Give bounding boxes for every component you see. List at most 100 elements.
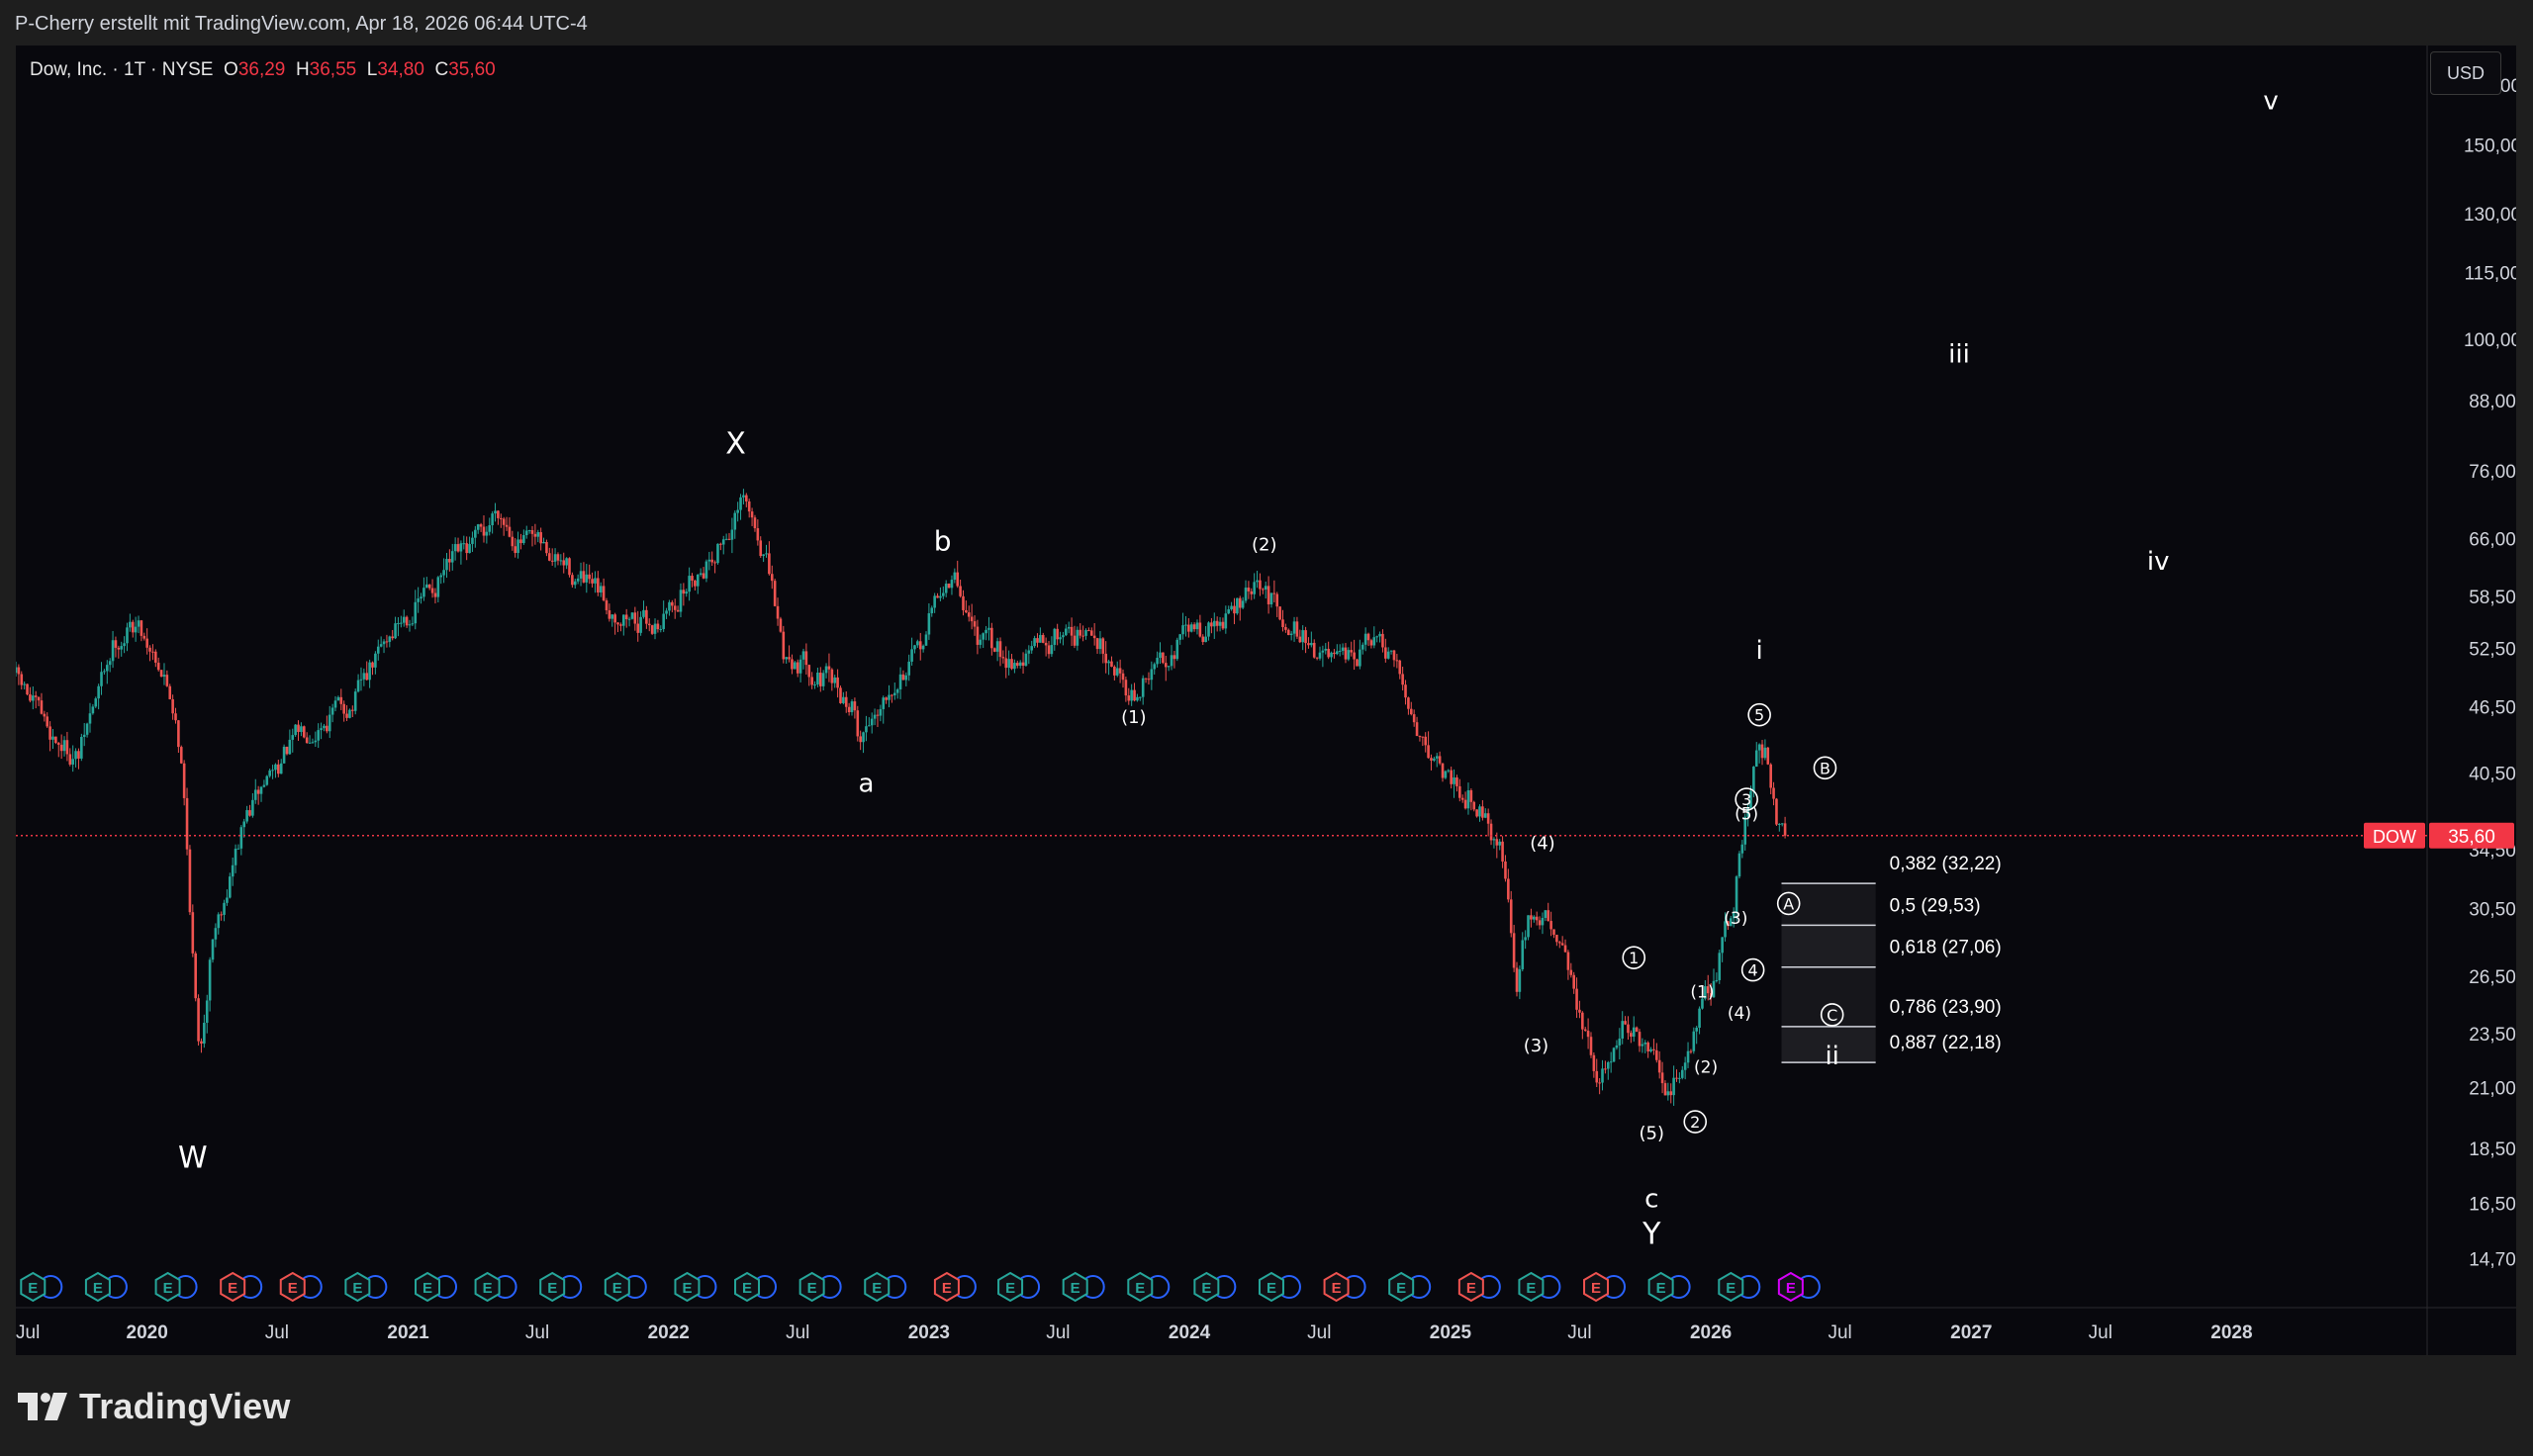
candle-body	[524, 530, 528, 536]
candle-body	[1606, 1062, 1610, 1069]
candle-body	[868, 725, 871, 727]
candle-body	[1386, 651, 1390, 659]
candle-body	[1669, 1091, 1673, 1096]
candle-body	[1076, 629, 1079, 646]
candle-body	[1118, 668, 1122, 674]
earnings-badge-label: E	[742, 1280, 752, 1297]
candle-body	[636, 623, 640, 633]
candle-body	[542, 541, 545, 544]
candle-body	[556, 554, 560, 561]
candle-body	[839, 687, 842, 703]
currency-button[interactable]: USD	[2430, 51, 2501, 95]
candle-body	[205, 1000, 209, 1023]
symbol-label[interactable]: Dow, Inc. · 1T · NYSE	[30, 59, 214, 80]
tradingview-logo[interactable]: TradingView	[18, 1383, 291, 1430]
candle-body	[185, 797, 189, 850]
candle-body	[220, 914, 223, 916]
candle-body	[979, 639, 983, 645]
wave-circle	[1740, 957, 1765, 982]
candle-body	[562, 560, 566, 566]
candle-body	[1757, 744, 1761, 751]
low-label: L	[366, 59, 378, 80]
candle-body	[990, 627, 993, 649]
candle-body	[891, 694, 893, 696]
candle-body	[365, 673, 369, 681]
candle-body	[1766, 747, 1770, 765]
candle-body	[94, 698, 98, 707]
candle-body	[1604, 1068, 1607, 1070]
candle-body	[1115, 668, 1119, 676]
candle-body	[885, 697, 888, 700]
y-tick-label: 100,00	[2464, 330, 2516, 351]
chart-canvas[interactable]: 170,00150,00130,00115,00100,0088,0076,00…	[16, 46, 2516, 1355]
candle-body	[1044, 642, 1048, 646]
candle-body	[1415, 722, 1419, 737]
candle-body	[730, 529, 734, 540]
candle-body	[647, 623, 651, 626]
candle-body	[1047, 645, 1051, 655]
earnings-badge	[154, 1271, 181, 1303]
candle-body	[1227, 609, 1231, 614]
candle-body	[1475, 809, 1478, 817]
candle-body	[1212, 620, 1216, 627]
candle-body	[23, 683, 26, 685]
wave-circle	[1820, 1003, 1844, 1027]
candle-body	[1649, 1048, 1652, 1051]
candle-body	[892, 692, 896, 695]
earnings-badge-label: E	[28, 1280, 38, 1297]
candle-body	[1455, 777, 1458, 786]
x-tick-label: 2027	[1950, 1322, 1992, 1343]
candle-body	[1056, 628, 1059, 640]
candle-body	[536, 532, 540, 537]
earnings-badge-label: E	[228, 1280, 237, 1297]
candle-body	[605, 600, 609, 611]
candle-body	[921, 645, 925, 650]
wave-circle-label: 5	[1754, 706, 1764, 725]
candle-body	[1027, 650, 1031, 654]
candle-body	[379, 644, 383, 647]
candle-body	[1070, 626, 1074, 636]
candle-body	[1173, 655, 1176, 660]
candle-body	[1392, 650, 1396, 661]
candle-body	[1264, 586, 1267, 590]
candle-body	[456, 544, 460, 552]
candle-body	[901, 674, 905, 681]
y-tick-label: 130,00	[2464, 205, 2516, 226]
candle-body	[1292, 621, 1296, 634]
candle-body	[1375, 636, 1378, 638]
chart-area[interactable]: 170,00150,00130,00115,00100,0088,0076,00…	[16, 46, 2516, 1355]
candle-body	[1412, 714, 1416, 723]
candle-body	[1518, 968, 1522, 992]
candle-body	[1087, 630, 1090, 632]
candle-body	[277, 764, 280, 774]
candle-body	[200, 1041, 203, 1045]
candle-body	[650, 625, 654, 634]
candle-body	[967, 612, 971, 617]
y-tick-label: 21,00	[2469, 1079, 2516, 1100]
candle-body	[639, 616, 642, 633]
candle-body	[992, 648, 996, 652]
candle-body	[262, 784, 266, 787]
y-tick-label: 14,70	[2469, 1249, 2516, 1270]
earnings-badge	[674, 1271, 701, 1303]
candle-body	[174, 713, 177, 721]
candle-body	[1578, 1009, 1581, 1013]
candle-body	[1336, 651, 1339, 655]
candle-body	[791, 659, 794, 670]
candle-body	[1353, 652, 1356, 660]
candle-body	[1586, 1031, 1590, 1038]
candle-body	[1378, 633, 1381, 637]
candle-body	[54, 736, 57, 744]
wave-label: iv	[2147, 547, 2170, 577]
candle-body	[1507, 878, 1510, 900]
candle-body	[870, 718, 874, 726]
x-tick-label: Jul	[16, 1322, 40, 1343]
candle-body	[1241, 600, 1245, 608]
candle-body	[1295, 621, 1299, 637]
candle-body	[345, 713, 348, 718]
candle-body	[588, 574, 591, 580]
candle-body	[788, 657, 791, 660]
earnings-badge	[864, 1271, 891, 1303]
candle-body	[924, 634, 928, 646]
footer	[0, 1355, 2533, 1456]
